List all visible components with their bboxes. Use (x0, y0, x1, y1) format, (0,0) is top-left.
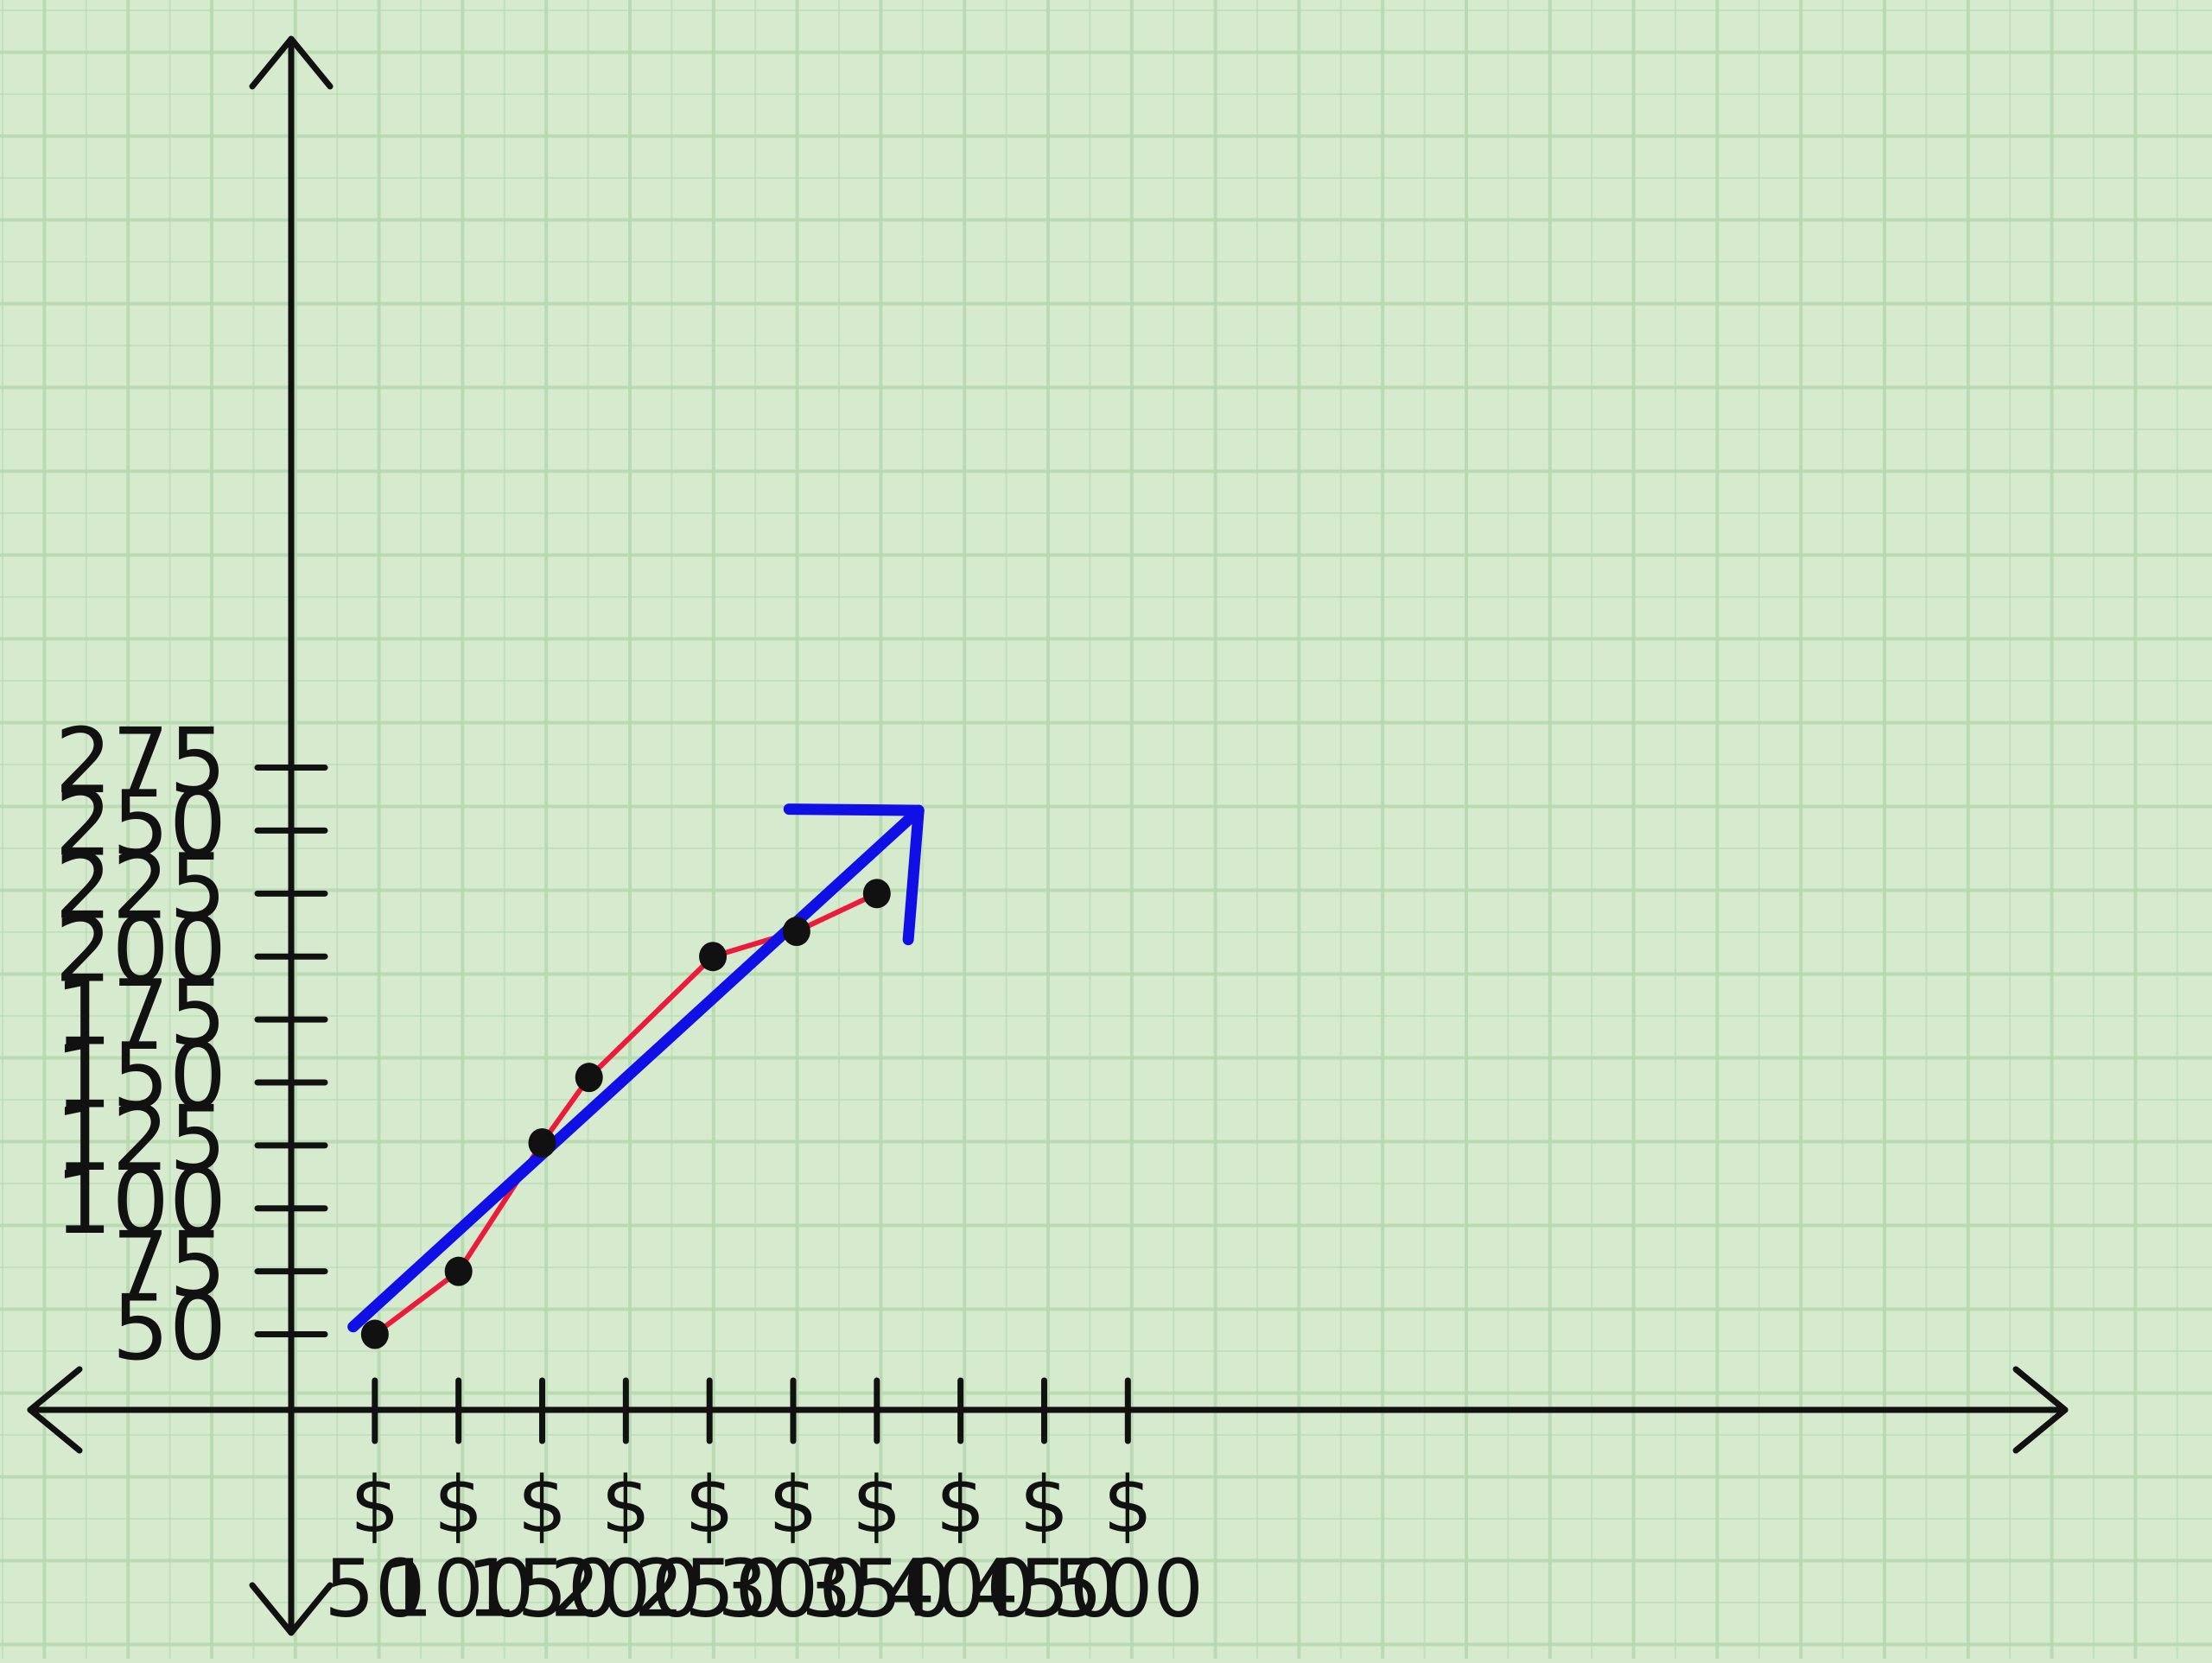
data-point (444, 1256, 473, 1286)
trend-arrow-head (783, 803, 925, 946)
y-axis-arrow-top (249, 35, 334, 90)
x-tick-currency-symbol: $ (1103, 1460, 1153, 1551)
y-tick-label: 175 (54, 960, 226, 1065)
x-tick-currency-symbol: $ (1020, 1460, 1069, 1551)
data-point (360, 1319, 389, 1349)
y-tick-label: 50 (112, 1275, 226, 1381)
x-tick-currency-symbol: $ (518, 1460, 567, 1551)
x-tick-currency-symbol: $ (936, 1460, 985, 1551)
x-tick-label: 350 (801, 1542, 953, 1634)
x-tick-label: 250 (633, 1542, 785, 1634)
x-axis-arrow-right (2012, 1366, 2069, 1454)
data-point (862, 879, 891, 909)
y-tick-label: 100 (54, 1149, 226, 1254)
x-tick-currency-symbol: $ (350, 1460, 399, 1551)
y-tick-label: 250 (54, 771, 226, 877)
x-tick-label: 400 (885, 1542, 1037, 1634)
x-tick-currency-symbol: $ (768, 1460, 817, 1551)
x-tick-label: 200 (550, 1542, 702, 1634)
axes (27, 35, 2069, 1636)
x-tick-label: 500 (1052, 1542, 1204, 1634)
x-tick-label: 100 (383, 1542, 535, 1634)
y-tick-label: 200 (54, 898, 226, 1003)
data-point (782, 917, 810, 947)
trend (347, 803, 925, 1333)
y-tick-label: 275 (54, 708, 226, 814)
y-tick-label: 150 (54, 1023, 226, 1128)
y-tick-label: 125 (54, 1086, 226, 1191)
x-tick-label: 300 (717, 1542, 869, 1634)
x-axis-arrow-left (27, 1366, 83, 1454)
data-point (699, 942, 728, 972)
data-point (575, 1063, 603, 1093)
y-tick-label: 75 (112, 1212, 226, 1317)
y-tick-label: 225 (54, 835, 226, 940)
x-tick-label: 150 (467, 1542, 619, 1634)
markers (360, 879, 891, 1349)
y-axis-arrow-bottom (249, 1582, 334, 1636)
data-point (528, 1127, 556, 1158)
ticks (254, 765, 1131, 1444)
x-tick-label: 450 (969, 1542, 1121, 1634)
x-tick-currency-symbol: $ (852, 1460, 901, 1551)
x-tick-currency-symbol: $ (601, 1460, 651, 1551)
x-tick-currency-symbol: $ (434, 1460, 483, 1551)
x-tick-label: 50 (324, 1542, 425, 1634)
x-tick-currency-symbol: $ (685, 1460, 734, 1551)
trend-line (347, 804, 925, 1333)
tick-labels: 5075100125150175200225250275$50$100$150$… (54, 708, 1204, 1635)
